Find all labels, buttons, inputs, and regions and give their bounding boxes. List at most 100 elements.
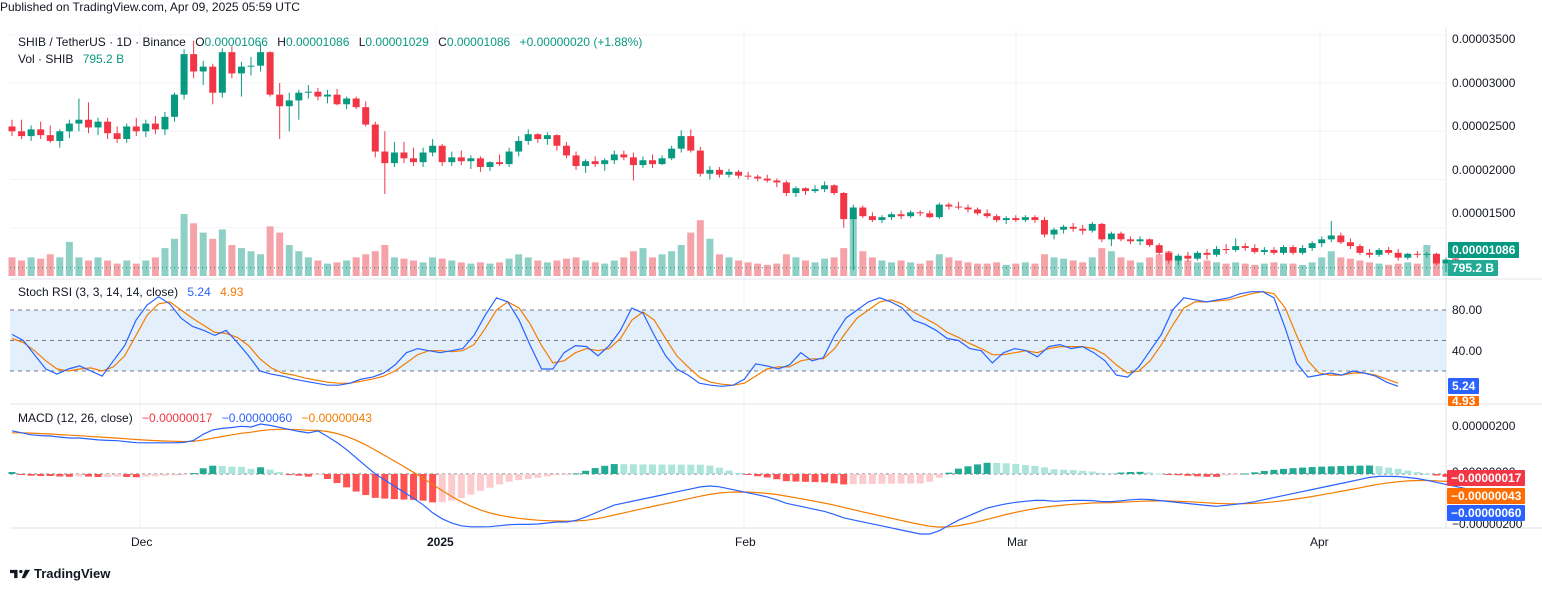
- macd-histogram-bar: [362, 474, 370, 496]
- candle-body: [37, 129, 45, 136]
- macd-histogram-bar: [830, 474, 838, 484]
- candle-body: [1413, 253, 1421, 255]
- macd-histogram-bar: [323, 474, 331, 479]
- volume-bar: [1184, 260, 1192, 276]
- candle-body: [1308, 243, 1316, 249]
- candle-body: [476, 158, 484, 167]
- volume-bar: [639, 248, 647, 276]
- tradingview-logo-icon: [10, 569, 30, 578]
- candle-body: [362, 107, 370, 125]
- volume-bar: [476, 262, 484, 276]
- macd-histogram-bar: [1423, 473, 1431, 475]
- macd-histogram-bar: [266, 469, 274, 474]
- candle-body: [1203, 252, 1211, 255]
- volume-bar: [457, 262, 465, 276]
- macd-histogram-bar: [696, 464, 704, 474]
- volume-bar: [467, 263, 475, 276]
- volume-bar: [668, 251, 676, 276]
- macd-histogram-bar: [610, 464, 618, 474]
- macd-histogram-bar: [859, 474, 867, 485]
- volume-label[interactable]: Vol · SHIB: [18, 52, 74, 66]
- volume-bar: [1375, 263, 1383, 276]
- macd-histogram-bar: [801, 474, 809, 482]
- volume-bar: [1308, 262, 1316, 276]
- volume-bar: [1021, 262, 1029, 276]
- low-value: 0.00001029: [365, 35, 429, 49]
- candle-body: [257, 52, 265, 66]
- candle-body: [1270, 249, 1278, 253]
- candle-body: [457, 157, 465, 162]
- macd-histogram-bar: [811, 474, 819, 483]
- macd-histogram-bar: [1107, 473, 1115, 475]
- macd-histogram-bar: [677, 464, 685, 474]
- candle-body: [304, 91, 312, 93]
- macd-histogram-bar: [104, 474, 112, 477]
- volume-bar: [209, 238, 217, 276]
- macd-histogram-bar: [725, 470, 733, 474]
- macd-histogram-bar: [1031, 465, 1039, 474]
- candle-body: [505, 151, 513, 165]
- macd-title[interactable]: MACD (12, 26, close): [18, 411, 133, 425]
- volume-bar: [868, 257, 876, 276]
- candle-body: [1174, 255, 1182, 261]
- volume-bar: [543, 262, 551, 276]
- macd-histogram-bar: [543, 474, 551, 477]
- candle-body: [94, 121, 102, 128]
- volume-bar: [1299, 264, 1307, 276]
- tradingview-logo[interactable]: TradingView: [10, 566, 110, 581]
- macd-signal-line: [12, 428, 1466, 528]
- macd-histogram-bar: [1184, 474, 1192, 476]
- candle-body: [715, 169, 723, 175]
- macd-tick: 0.00000200: [1452, 419, 1516, 433]
- volume-bar: [1012, 263, 1020, 276]
- macd-histogram-bar: [582, 470, 590, 474]
- macd-histogram-bar: [46, 474, 54, 477]
- candle-body: [562, 145, 570, 156]
- macd-histogram-bar: [1289, 468, 1297, 474]
- macd-histogram-bar: [142, 474, 150, 477]
- volume-bar: [1193, 262, 1201, 276]
- candle-body: [1222, 248, 1230, 250]
- macd-histogram-bar: [687, 464, 695, 474]
- candle-body: [333, 94, 341, 105]
- macd-signal-value: −0.00000043: [301, 411, 372, 425]
- candle-body: [773, 180, 781, 183]
- macd-histogram-bar: [467, 474, 475, 495]
- macd-histogram-bar: [218, 465, 226, 474]
- macd-histogram-bar: [1021, 464, 1029, 474]
- volume-bar: [1203, 260, 1211, 276]
- macd-histogram-bar: [1146, 472, 1154, 474]
- volume-bar: [515, 254, 523, 276]
- macd-histogram-bar: [1442, 474, 1450, 477]
- candle-body: [171, 94, 179, 117]
- candle-body: [725, 171, 733, 175]
- time-label: Dec: [131, 535, 153, 549]
- candle-body: [1299, 248, 1307, 253]
- candle-body: [285, 100, 293, 107]
- candle-body: [1442, 259, 1450, 264]
- volume-bar: [601, 263, 609, 276]
- volume-bar: [974, 263, 982, 276]
- candle-body: [1241, 246, 1249, 249]
- candle-body: [276, 94, 284, 107]
- candle-body: [209, 66, 217, 93]
- volume-bar: [104, 260, 112, 276]
- volume-bar: [1098, 248, 1106, 276]
- volume-bar: [18, 260, 26, 276]
- candle-body: [1432, 253, 1440, 264]
- candle-body: [343, 98, 351, 105]
- stoch-d-line: [11, 291, 1399, 386]
- macd-histogram-bar: [524, 474, 532, 480]
- stoch-title[interactable]: Stoch RSI (3, 3, 14, 14, close): [18, 285, 179, 299]
- volume-bar: [897, 260, 905, 276]
- candle-body: [1260, 249, 1268, 252]
- candle-body: [763, 178, 771, 181]
- macd-histogram-bar: [735, 472, 743, 474]
- candle-body: [400, 152, 408, 159]
- volume-bar: [801, 260, 809, 276]
- symbol-label[interactable]: SHIB / TetherUS · 1D · Binance: [18, 35, 186, 49]
- macd-histogram-bar: [1098, 472, 1106, 474]
- macd-histogram-bar: [1385, 467, 1393, 474]
- macd-histogram-bar: [1002, 463, 1010, 474]
